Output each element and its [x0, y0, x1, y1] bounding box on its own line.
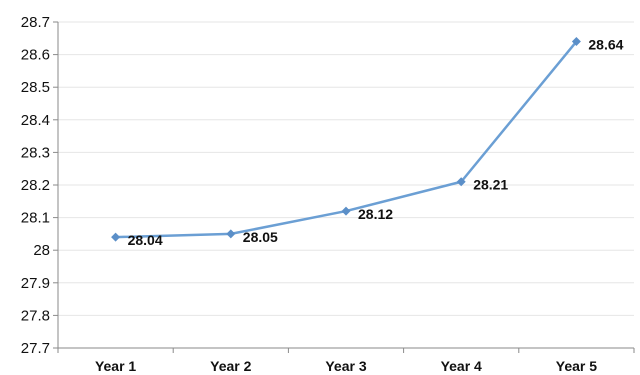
y-tick-label: 28	[33, 242, 50, 259]
y-tick-label: 27.7	[21, 340, 50, 357]
data-point-marker	[341, 206, 351, 216]
y-tick-label: 28.3	[21, 144, 50, 161]
axis-layer	[53, 21, 635, 353]
series-layer	[111, 37, 581, 242]
grid-layer	[58, 21, 634, 316]
y-tick-label: 28.1	[21, 210, 50, 227]
y-tick-label: 28.7	[21, 14, 50, 31]
data-point-marker	[111, 232, 121, 242]
x-tick-label: Year 1	[95, 358, 136, 374]
data-labels: 28.04 28.05 28.12 28.21 28.64	[128, 37, 624, 249]
data-point-marker	[226, 229, 236, 239]
data-label: 28.12	[358, 206, 393, 222]
data-label: 28.64	[588, 37, 623, 53]
x-tick-label: Year 5	[556, 358, 597, 374]
x-tick-label: Year 2	[210, 358, 251, 374]
y-tick-label: 27.9	[21, 275, 50, 292]
y-tick-label: 28.2	[21, 177, 50, 194]
x-tick-label: Year 4	[441, 358, 482, 374]
data-point-marker	[456, 177, 466, 187]
data-label: 28.04	[128, 232, 163, 248]
data-label: 28.21	[473, 177, 508, 193]
data-label: 28.05	[243, 229, 278, 245]
y-tick-label: 28.6	[21, 47, 50, 64]
y-tick-label: 27.8	[21, 307, 50, 324]
y-tick-labels: 27.7 27.8 27.9 28 28.1 28.2 28.3 28.4 28.5 28.6 28…	[21, 14, 50, 357]
x-tick-labels: Year 1 Year 2 Year 3 Year 4 Year 5	[95, 358, 597, 374]
x-tick-label: Year 3	[325, 358, 366, 374]
y-tick-label: 28.5	[21, 79, 50, 96]
data-point-marker	[571, 37, 581, 47]
y-tick-label: 28.4	[21, 112, 50, 129]
